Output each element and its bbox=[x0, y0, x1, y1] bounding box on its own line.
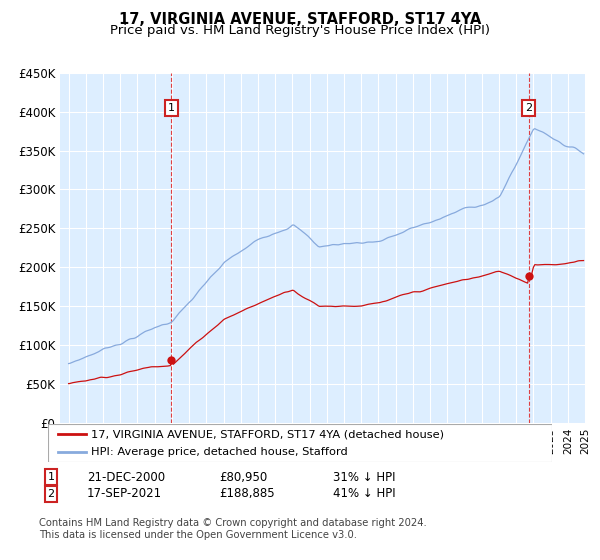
Text: £188,885: £188,885 bbox=[219, 487, 275, 501]
Text: 2: 2 bbox=[47, 489, 55, 499]
Text: 2: 2 bbox=[525, 103, 532, 113]
Text: 1: 1 bbox=[168, 103, 175, 113]
Text: 31% ↓ HPI: 31% ↓ HPI bbox=[333, 470, 395, 484]
Text: Contains HM Land Registry data © Crown copyright and database right 2024.
This d: Contains HM Land Registry data © Crown c… bbox=[39, 518, 427, 540]
Text: 1: 1 bbox=[47, 472, 55, 482]
Text: 41% ↓ HPI: 41% ↓ HPI bbox=[333, 487, 395, 501]
Text: 17, VIRGINIA AVENUE, STAFFORD, ST17 4YA: 17, VIRGINIA AVENUE, STAFFORD, ST17 4YA bbox=[119, 12, 481, 27]
Text: HPI: Average price, detached house, Stafford: HPI: Average price, detached house, Staf… bbox=[91, 447, 347, 457]
Text: £80,950: £80,950 bbox=[219, 470, 267, 484]
Text: Price paid vs. HM Land Registry's House Price Index (HPI): Price paid vs. HM Land Registry's House … bbox=[110, 24, 490, 37]
Text: 17-SEP-2021: 17-SEP-2021 bbox=[87, 487, 162, 501]
Text: 17, VIRGINIA AVENUE, STAFFORD, ST17 4YA (detached house): 17, VIRGINIA AVENUE, STAFFORD, ST17 4YA … bbox=[91, 429, 444, 439]
Text: 21-DEC-2000: 21-DEC-2000 bbox=[87, 470, 165, 484]
